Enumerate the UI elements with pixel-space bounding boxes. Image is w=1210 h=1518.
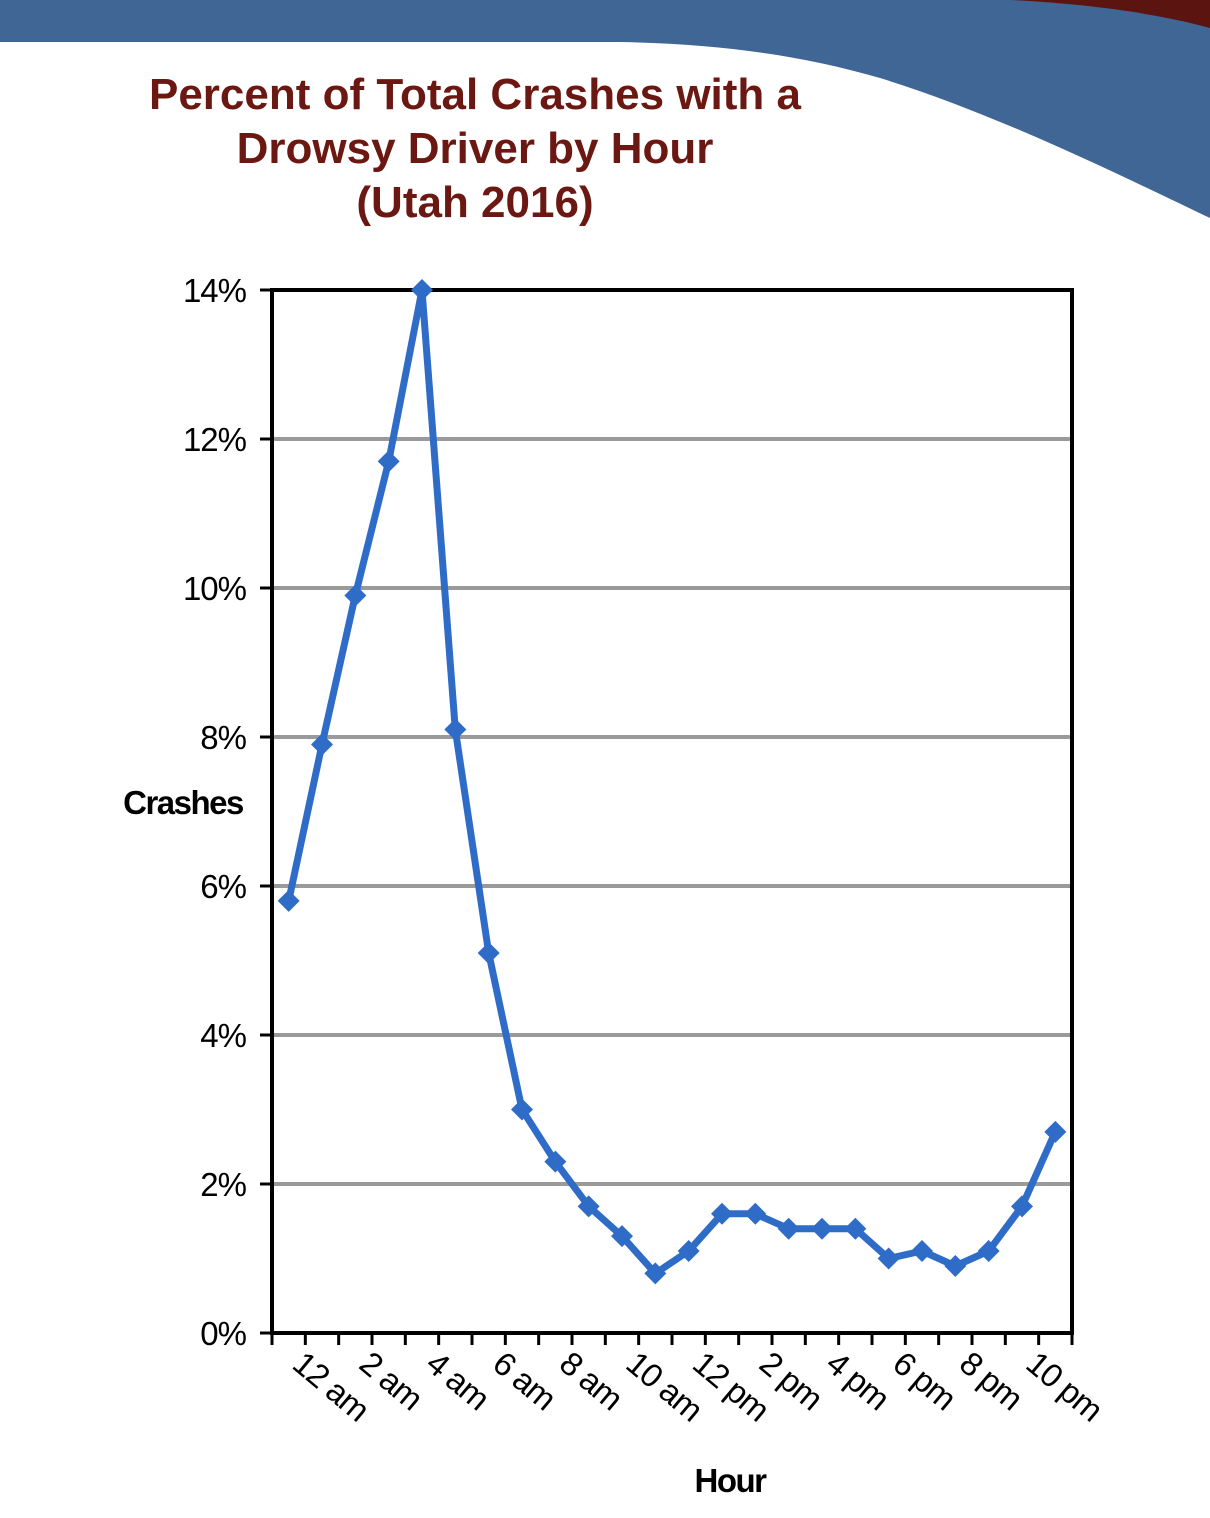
y-tick-label: 12% <box>183 421 247 458</box>
x-tick-label: 4 pm <box>820 1344 897 1417</box>
y-tick-label: 8% <box>200 719 246 756</box>
x-tick-label: 8 am <box>553 1344 630 1417</box>
data-point <box>377 450 400 473</box>
data-point <box>711 1202 733 1225</box>
data-point <box>944 1254 967 1277</box>
data-point <box>644 1262 667 1285</box>
data-point <box>677 1240 700 1263</box>
data-point <box>977 1240 1000 1263</box>
x-tick-label: 12 pm <box>686 1344 776 1428</box>
data-point <box>811 1217 833 1240</box>
y-tick-label: 10% <box>183 570 247 607</box>
data-point <box>477 942 500 965</box>
data-point <box>611 1225 633 1248</box>
data-point <box>744 1202 767 1225</box>
data-point <box>277 889 300 912</box>
series-layer <box>277 279 1067 1285</box>
data-point <box>444 718 467 741</box>
chart-title-line-3: (Utah 2016) <box>356 178 594 227</box>
x-tick-label: 12 am <box>286 1344 376 1428</box>
chart-title-line-1: Percent of Total Crashes with a <box>148 70 801 119</box>
axes <box>260 288 1074 1345</box>
data-point <box>511 1098 533 1121</box>
x-tick-label: 10 pm <box>1020 1344 1110 1428</box>
data-point <box>1044 1120 1067 1143</box>
data-point <box>777 1217 800 1240</box>
y-tick-label: 6% <box>200 868 246 905</box>
chart-title-line-2: Drowsy Driver by Hour <box>236 124 714 173</box>
y-tick-label: 2% <box>200 1166 246 1203</box>
data-point <box>877 1247 900 1270</box>
data-point <box>544 1150 567 1173</box>
x-tick-label: 6 am <box>486 1344 563 1417</box>
y-tick-label: 4% <box>200 1017 246 1054</box>
header-banner <box>0 0 1210 218</box>
data-point <box>577 1195 600 1218</box>
data-point <box>844 1217 867 1240</box>
y-tick-labels: 0% 2% 4% 6% 8% 10% 12% 14% <box>183 272 248 1352</box>
gridlines <box>272 437 1072 1186</box>
y-tick-label: 0% <box>200 1315 246 1352</box>
banner-dark-red-stripe <box>900 0 1210 30</box>
x-tick-label: 6 pm <box>886 1344 963 1417</box>
data-point <box>344 584 367 607</box>
y-axis-title: Crashes <box>123 784 243 821</box>
data-point <box>311 733 333 756</box>
x-tick-label: 8 pm <box>953 1344 1030 1417</box>
y-tick-label: 14% <box>183 272 247 309</box>
x-axis-title: Hour <box>695 1462 768 1499</box>
data-point <box>411 279 433 301</box>
x-tick-label: 4 am <box>420 1344 497 1417</box>
chart-title: Percent of Total Crashes with a Drowsy D… <box>100 68 850 230</box>
data-point <box>911 1240 933 1263</box>
x-tick-label: 10 am <box>620 1344 710 1428</box>
data-point <box>1011 1195 1033 1218</box>
banner-blue-swoosh <box>0 0 1210 218</box>
